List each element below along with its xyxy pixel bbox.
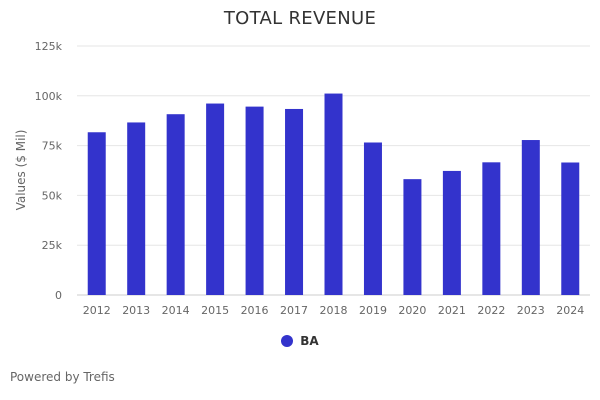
x-tick-label: 2018 [320, 304, 348, 317]
bar-2016[interactable] [245, 106, 264, 296]
x-tick-label: 2024 [556, 304, 584, 317]
bar-2015[interactable] [206, 103, 225, 295]
bar-2020[interactable] [403, 179, 422, 295]
y-tick-label: 75k [42, 140, 63, 153]
x-tick-label: 2015 [201, 304, 229, 317]
bars [87, 93, 580, 296]
x-tick-label: 2020 [398, 304, 426, 317]
x-tick-label: 2013 [122, 304, 150, 317]
x-tick-label: 2017 [280, 304, 308, 317]
y-tick-label: 100k [35, 90, 63, 103]
x-tick-label: 2014 [162, 304, 190, 317]
x-tick-label: 2021 [438, 304, 466, 317]
bar-2019[interactable] [363, 142, 382, 295]
y-tick-label: 50k [42, 189, 63, 202]
y-tick-label: 125k [35, 40, 63, 53]
legend-marker-icon [281, 335, 294, 347]
x-tick-label: 2016 [241, 304, 269, 317]
bar-2023[interactable] [521, 140, 540, 295]
y-tick-label: 0 [55, 289, 62, 302]
x-tick-label: 2019 [359, 304, 387, 317]
y-axis-label: Values ($ Mil) [14, 130, 28, 211]
legend-label: BA [300, 334, 319, 348]
chart-title: TOTAL REVENUE [223, 8, 377, 29]
credits-text[interactable]: Powered by Trefis [10, 370, 115, 384]
bar-2014[interactable] [166, 114, 185, 296]
bar-2024[interactable] [561, 162, 580, 295]
legend: BA [0, 334, 600, 348]
bar-2012[interactable] [87, 132, 106, 295]
y-tick-label: 25k [42, 239, 63, 252]
y-axis-ticks: 0 25k 50k 75k 100k 125k [35, 40, 63, 302]
x-tick-label: 2022 [477, 304, 505, 317]
x-tick-label: 2012 [83, 304, 111, 317]
bar-2021[interactable] [442, 170, 461, 295]
bar-2013[interactable] [127, 122, 146, 295]
x-tick-label: 2023 [517, 304, 545, 317]
bar-2022[interactable] [482, 162, 501, 295]
legend-item-ba[interactable]: BA [281, 334, 319, 348]
bar-2017[interactable] [285, 108, 304, 295]
x-axis-ticks: 2012 2013 2014 2015 2016 2017 2018 2019 2020 2021… [83, 304, 585, 317]
bar-2018[interactable] [324, 93, 343, 295]
